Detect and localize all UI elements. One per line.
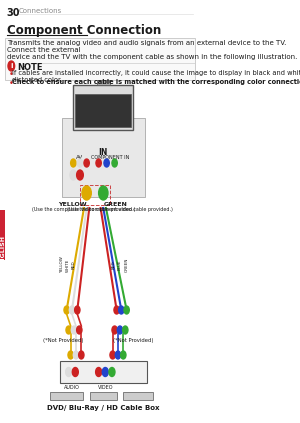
Text: YELLOW: YELLOW xyxy=(58,202,87,207)
Circle shape xyxy=(123,326,128,334)
Text: •: • xyxy=(9,70,14,79)
Circle shape xyxy=(64,306,69,314)
Circle shape xyxy=(124,306,129,314)
Circle shape xyxy=(115,351,121,359)
FancyBboxPatch shape xyxy=(5,38,195,80)
Circle shape xyxy=(77,159,83,167)
Text: ENGLISH: ENGLISH xyxy=(0,235,5,266)
Circle shape xyxy=(104,159,109,167)
Circle shape xyxy=(112,326,117,334)
Circle shape xyxy=(73,351,79,359)
Circle shape xyxy=(96,368,102,376)
Circle shape xyxy=(102,368,108,376)
Text: RED: RED xyxy=(111,261,115,269)
Circle shape xyxy=(69,306,75,314)
Text: VIDEO: VIDEO xyxy=(98,385,113,390)
Circle shape xyxy=(99,186,108,200)
FancyBboxPatch shape xyxy=(123,392,153,400)
Circle shape xyxy=(66,326,71,334)
Text: BLUE: BLUE xyxy=(118,260,122,270)
Text: AV: AV xyxy=(76,155,83,160)
Circle shape xyxy=(70,170,76,180)
Circle shape xyxy=(114,306,119,314)
Circle shape xyxy=(66,368,72,376)
Text: GREEN: GREEN xyxy=(103,202,127,207)
Circle shape xyxy=(96,159,101,167)
Circle shape xyxy=(121,351,126,359)
Circle shape xyxy=(84,159,89,167)
Circle shape xyxy=(118,306,124,314)
Text: i: i xyxy=(10,63,13,69)
Circle shape xyxy=(109,368,115,376)
Text: If cables are installed incorrectly, it could cause the image to display in blac: If cables are installed incorrectly, it … xyxy=(12,70,300,83)
Text: Check to ensure each cable is matched with the corresponding color connection.: Check to ensure each cable is matched wi… xyxy=(12,79,300,85)
Circle shape xyxy=(76,326,82,334)
Text: 30: 30 xyxy=(7,8,20,18)
Circle shape xyxy=(112,159,117,167)
FancyBboxPatch shape xyxy=(90,392,117,400)
Circle shape xyxy=(70,159,76,167)
Circle shape xyxy=(117,326,123,334)
Text: Component Connection: Component Connection xyxy=(7,24,161,37)
Text: IN: IN xyxy=(99,148,108,157)
Circle shape xyxy=(8,61,15,71)
Text: (Use the component video cable provided.): (Use the component video cable provided.… xyxy=(67,207,173,212)
Circle shape xyxy=(75,306,80,314)
Text: COMPONENT IN: COMPONENT IN xyxy=(91,155,129,160)
Circle shape xyxy=(110,351,115,359)
FancyBboxPatch shape xyxy=(60,361,147,383)
Text: Transmits the analog video and audio signals from an external device to the TV. : Transmits the analog video and audio sig… xyxy=(7,40,297,60)
FancyBboxPatch shape xyxy=(75,94,131,127)
Text: (Use the composite video cable provided.): (Use the composite video cable provided.… xyxy=(32,207,135,212)
Text: (*Not Provided): (*Not Provided) xyxy=(43,338,84,343)
Circle shape xyxy=(76,170,83,180)
FancyBboxPatch shape xyxy=(50,392,83,400)
Text: •: • xyxy=(9,79,14,88)
Text: YELLOW: YELLOW xyxy=(60,257,64,273)
Text: AUDIO: AUDIO xyxy=(64,385,80,390)
Circle shape xyxy=(68,351,73,359)
FancyBboxPatch shape xyxy=(97,80,110,85)
Circle shape xyxy=(79,351,84,359)
FancyBboxPatch shape xyxy=(62,118,145,197)
Text: WHITE: WHITE xyxy=(66,258,70,272)
FancyBboxPatch shape xyxy=(0,210,5,260)
Text: Connections: Connections xyxy=(19,8,62,14)
Text: NOTE: NOTE xyxy=(17,63,43,72)
FancyBboxPatch shape xyxy=(73,85,133,130)
Text: DVD/ Blu-Ray / HD Cable Box: DVD/ Blu-Ray / HD Cable Box xyxy=(47,405,160,411)
Circle shape xyxy=(71,326,76,334)
Text: RED: RED xyxy=(72,261,76,269)
Text: (*Not Provided): (*Not Provided) xyxy=(113,338,154,343)
Circle shape xyxy=(72,368,78,376)
Circle shape xyxy=(82,186,91,200)
Text: GREEN: GREEN xyxy=(124,258,129,272)
